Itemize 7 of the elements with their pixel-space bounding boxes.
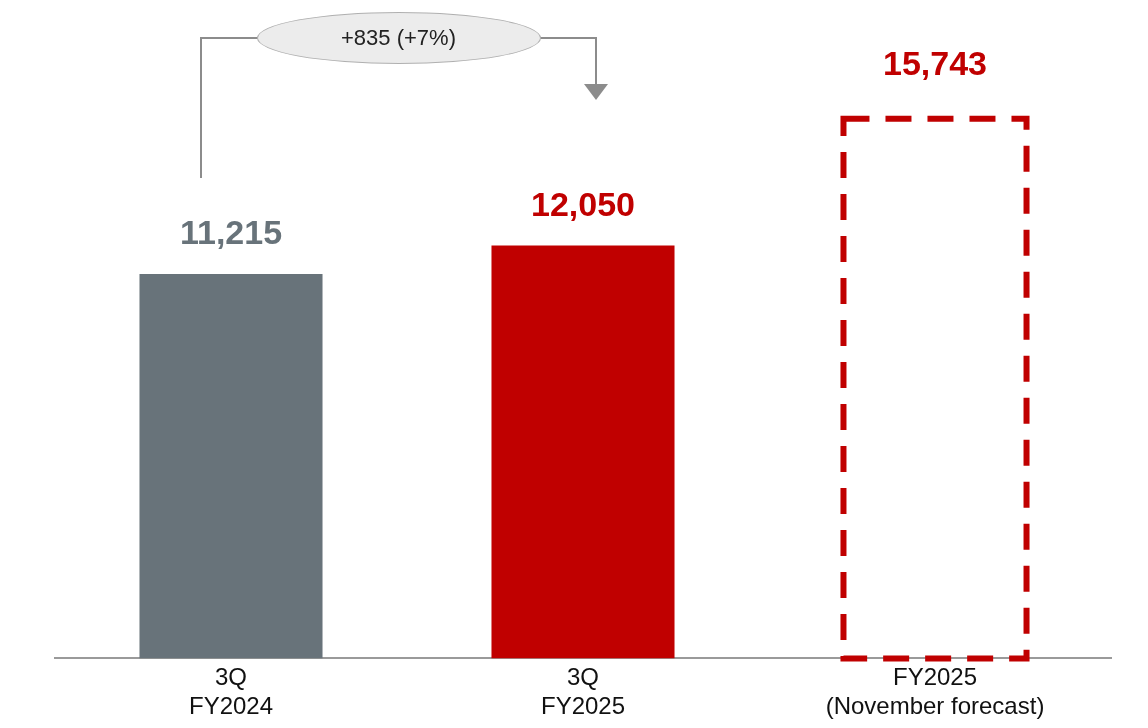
x-tick-label: 3Q FY2024 — [188, 663, 274, 720]
data-label: 12,050 — [531, 184, 635, 223]
callout-bubble: +835 (+7%) — [256, 12, 541, 64]
data-label: 15,743 — [883, 44, 987, 83]
data-label: 11,215 — [179, 213, 283, 252]
x-tick-label: FY2025 (November forecast) — [825, 663, 1045, 720]
x-tick-label: 3Q FY2025 — [540, 663, 626, 720]
